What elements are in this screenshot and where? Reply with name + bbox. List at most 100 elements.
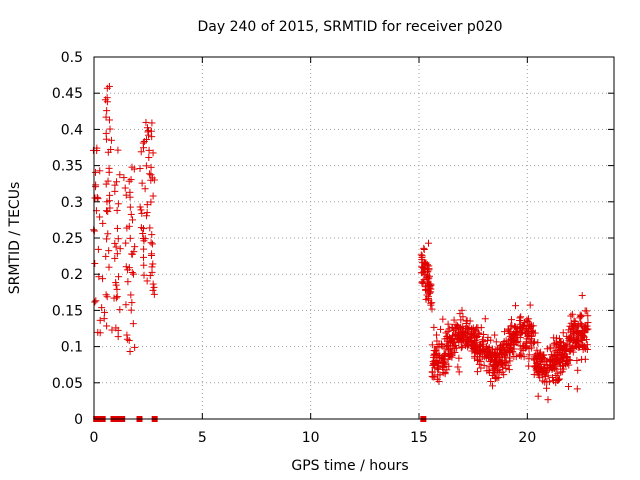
data-point [554,376,562,384]
data-point [527,332,535,340]
data-point [454,363,462,371]
data-point [552,365,560,373]
data-point [443,340,451,348]
y-tick-label: 0.25 [52,231,83,247]
data-point [139,144,147,152]
data-point [114,146,122,154]
data-point [128,269,136,277]
data-point [147,198,155,206]
data-point [122,191,130,199]
data-point [516,351,524,359]
data-point [530,371,538,379]
data-point [145,146,153,154]
data-point [142,118,150,126]
data-point [451,342,459,350]
data-point [150,290,158,298]
y-tick-label: 0.35 [52,159,83,175]
data-point [508,316,516,324]
data-point [571,320,579,328]
data-point [136,165,144,173]
data-point [505,329,513,337]
data-point [483,350,491,358]
data-point [98,304,106,312]
data-point [552,339,560,347]
data-point [116,171,124,179]
data-point [428,372,436,380]
data-point [111,181,119,189]
data-point [137,224,145,232]
data-point [112,281,120,289]
data-point [579,341,587,349]
data-point [534,392,542,400]
data-point [146,224,154,232]
data-point [113,178,121,186]
data-point [512,302,520,310]
data-point [559,329,567,337]
data-point [102,129,110,137]
data-point [566,336,574,344]
data-point [116,306,124,314]
data-point [136,203,144,211]
data-point [493,374,501,382]
data-point [496,366,504,374]
data-point [574,337,582,345]
data-point [126,347,134,355]
data-point [147,176,155,184]
data-point [475,329,483,337]
x-tick-label: 15 [410,430,428,446]
data-point [138,179,146,187]
data-point [142,162,150,170]
data-point [487,349,495,357]
data-point [122,301,130,309]
data-point [459,322,467,330]
data-point [435,365,443,373]
data-point [458,306,466,314]
data-point [420,258,428,266]
data-point [505,346,513,354]
x-tick-label: 5 [198,430,207,446]
data-point [557,368,565,376]
data-point [147,239,155,247]
data-point [506,341,514,349]
data-point [125,177,133,185]
data-point [554,343,562,351]
data-point [444,333,452,341]
data-point [104,148,112,156]
data-point [113,206,121,214]
y-tick-label: 0.05 [52,376,83,392]
data-point [524,315,532,323]
data-point [491,331,499,339]
data-point [126,193,134,201]
data-point [506,357,514,365]
data-point [569,328,577,336]
data-point [548,374,556,382]
data-point [91,259,99,267]
data-point [448,323,456,331]
data-point [488,356,496,364]
data-point [490,362,498,370]
data-point [559,362,567,370]
data-point [106,125,114,133]
data-point [563,345,571,353]
data-point [496,342,504,350]
data-point [495,358,503,366]
data-point [492,338,500,346]
data-point [578,330,586,338]
data-point [579,326,587,334]
data-point [489,382,497,390]
data-point [500,371,508,379]
data-point [451,348,459,356]
data-point [113,250,121,258]
data-point [450,316,458,324]
data-point [146,272,154,280]
data-point [137,206,145,214]
data-point [530,362,538,370]
data-point [99,219,107,227]
chart-title: Day 240 of 2015, SRMTID for receiver p02… [197,19,502,35]
data-point [568,310,576,318]
data-point [148,240,156,248]
data-point [462,341,470,349]
data-point [550,334,558,342]
data-point [148,268,156,276]
